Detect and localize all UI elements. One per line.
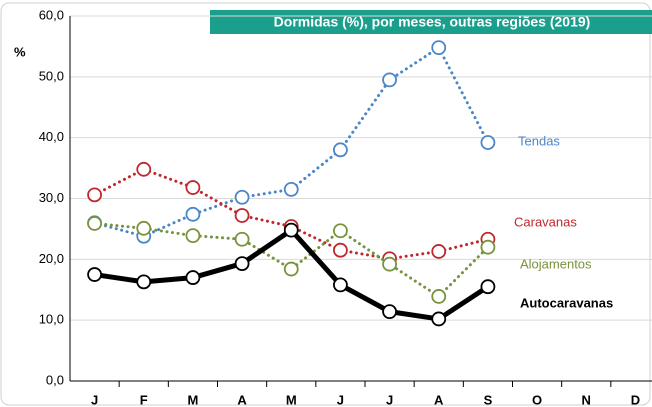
data-point xyxy=(136,274,152,290)
x-tick-label: N xyxy=(582,392,591,407)
data-point xyxy=(480,239,496,255)
x-tick-label: A xyxy=(237,392,247,407)
data-point xyxy=(333,242,348,258)
y-tick-label: 0,0 xyxy=(46,372,64,387)
y-tick-label: 50,0 xyxy=(39,68,64,83)
data-point xyxy=(136,161,152,177)
data-point xyxy=(87,267,102,282)
data-point xyxy=(136,220,152,236)
data-point xyxy=(185,206,201,222)
data-point xyxy=(234,256,250,271)
x-tick-label: M xyxy=(286,392,297,407)
data-point xyxy=(234,208,250,223)
data-point xyxy=(333,277,348,293)
y-tick-label: 60,0 xyxy=(39,7,64,22)
series-label: Alojamentos xyxy=(520,256,592,271)
data-point xyxy=(480,279,496,295)
y-tick-label: 30,0 xyxy=(39,190,64,205)
series-label: Autocaravanas xyxy=(520,295,613,310)
data-point xyxy=(333,142,348,158)
data-point xyxy=(382,304,397,320)
data-point xyxy=(283,222,299,238)
data-point xyxy=(234,189,250,205)
title-box xyxy=(210,10,652,34)
chart-title: Dormidas (%), por meses, outras regiões … xyxy=(274,14,591,30)
data-point xyxy=(87,187,102,203)
data-point xyxy=(333,223,348,239)
series-line xyxy=(93,167,490,261)
y-axis-label: % xyxy=(14,44,26,59)
x-tick-label: O xyxy=(532,392,542,407)
y-tick-label: 20,0 xyxy=(39,251,64,266)
data-point xyxy=(234,231,250,247)
data-point xyxy=(431,289,447,304)
data-point xyxy=(382,72,397,88)
data-point xyxy=(431,244,447,259)
x-tick-label: J xyxy=(337,392,344,407)
x-tick-label: A xyxy=(434,392,444,407)
x-tick-label: S xyxy=(484,392,493,407)
data-point xyxy=(283,261,299,277)
series-label: Caravanas xyxy=(514,214,577,229)
data-point xyxy=(480,135,496,150)
data-point xyxy=(431,311,447,327)
data-point xyxy=(382,256,397,272)
data-point xyxy=(431,40,447,56)
y-tick-label: 10,0 xyxy=(39,312,64,327)
x-tick-label: M xyxy=(187,392,198,407)
x-tick-label: J xyxy=(91,392,98,407)
x-tick-label: D xyxy=(631,392,640,407)
y-tick-label: 40,0 xyxy=(39,129,64,144)
data-point xyxy=(87,216,102,231)
data-point xyxy=(185,180,201,195)
data-point xyxy=(185,228,201,244)
series-label: Tendas xyxy=(518,133,560,148)
x-tick-label: J xyxy=(386,392,393,407)
data-point xyxy=(185,270,201,285)
data-point xyxy=(283,181,299,197)
x-tick-label: F xyxy=(140,392,148,407)
